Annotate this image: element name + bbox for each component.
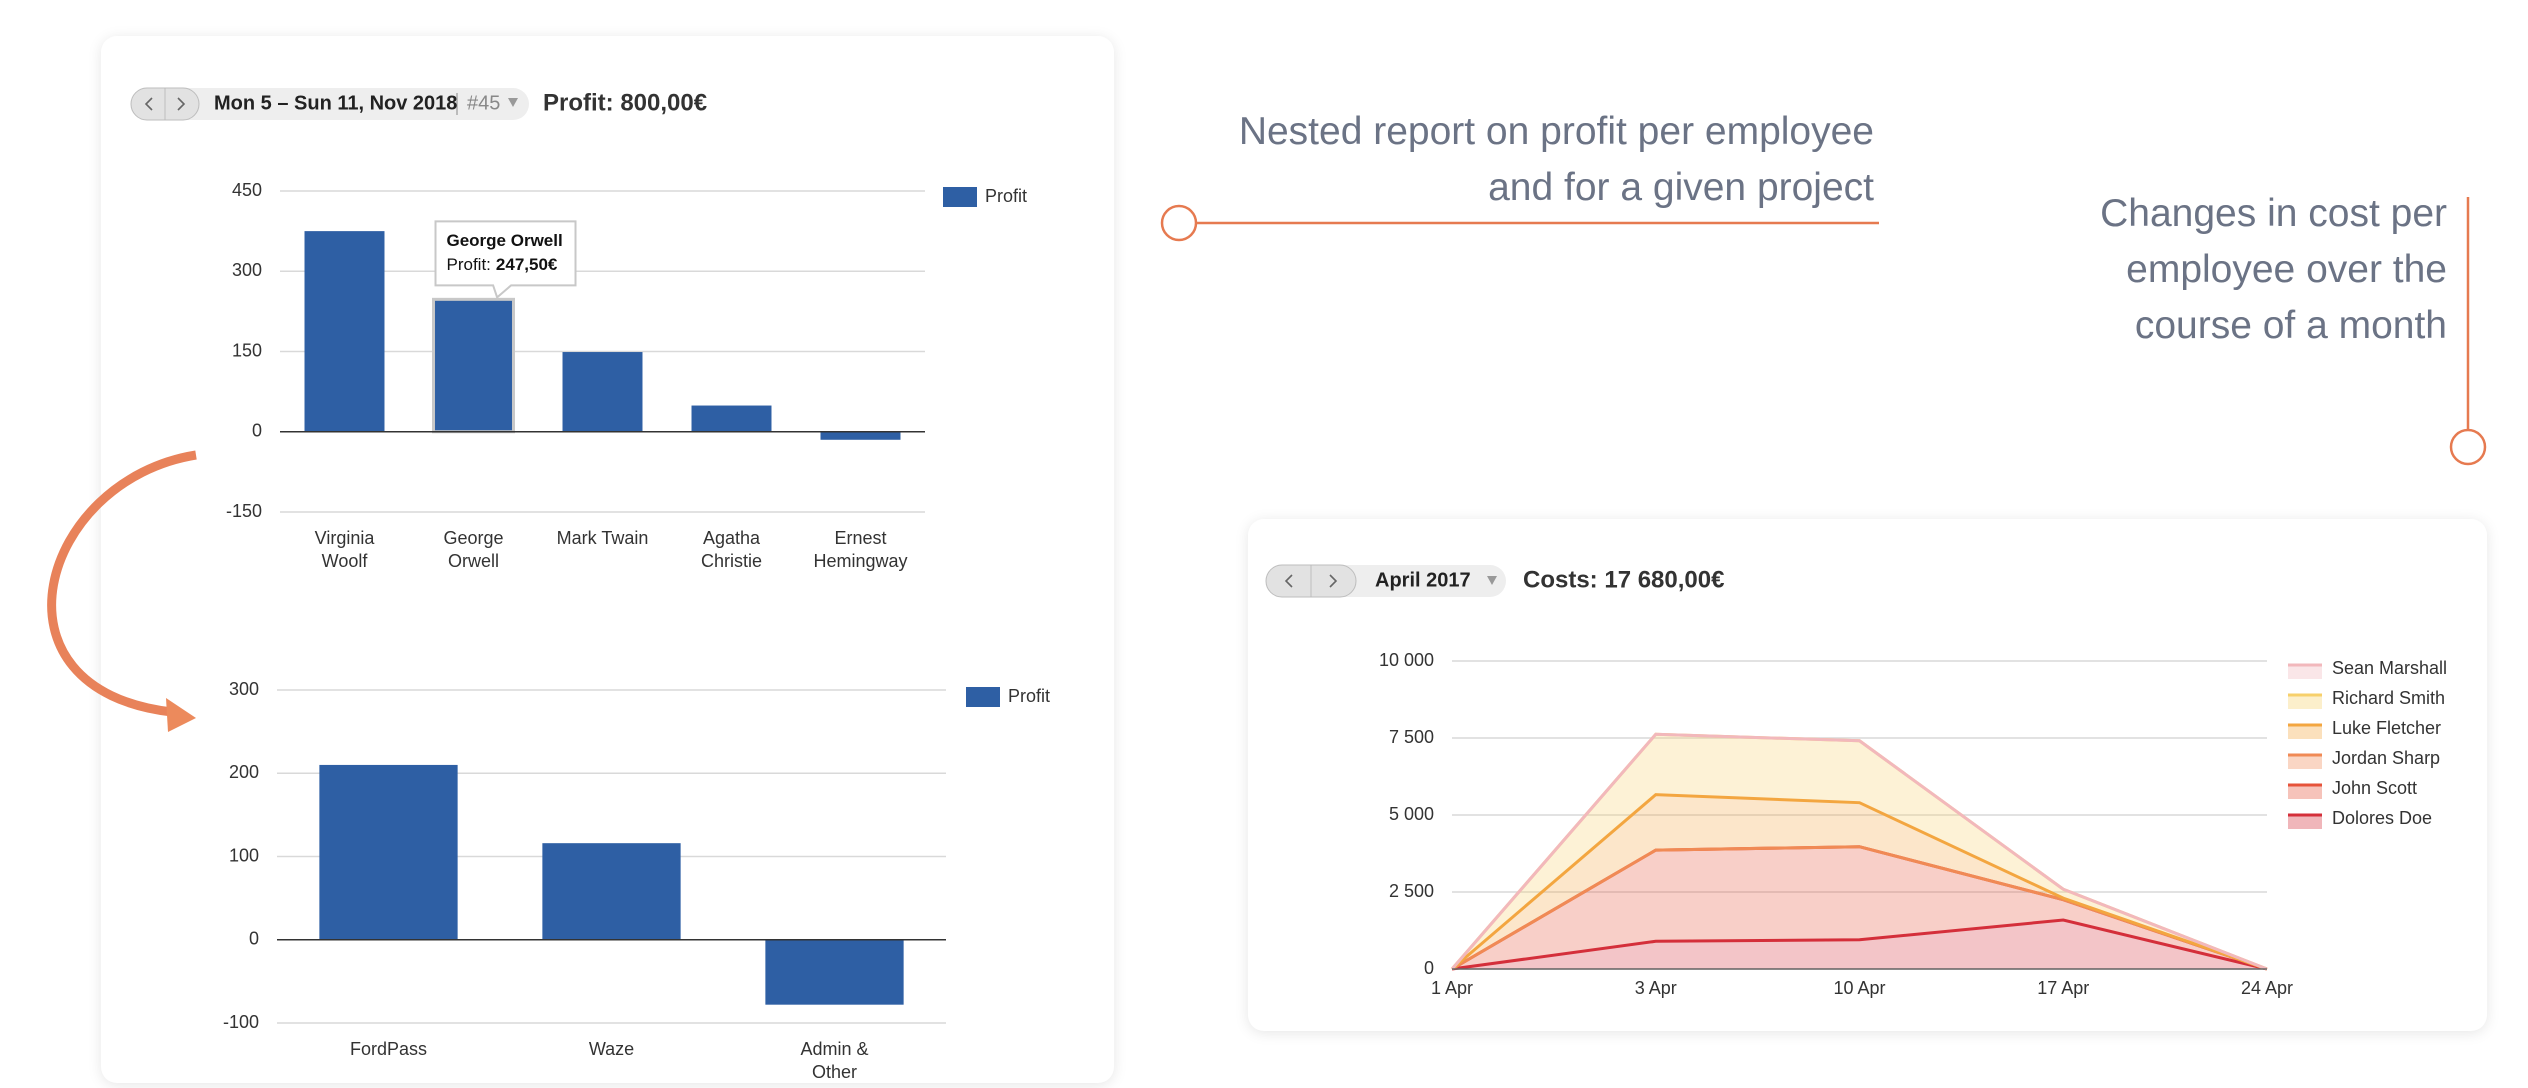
legend-swatch (943, 187, 977, 207)
x-tick-label: Mark Twain (556, 528, 649, 548)
tooltip-value: 247,50€ (496, 255, 558, 274)
area-fill (1452, 734, 2267, 969)
legend-label: Profit (1008, 686, 1050, 706)
legend-label: Dolores Doe (2332, 808, 2432, 828)
series-line (1450, 732, 2268, 971)
bar (765, 939, 904, 1005)
legend-swatch (2288, 665, 2322, 679)
area-fill (1452, 846, 2267, 969)
legend-swatch (2288, 725, 2322, 739)
summary-label: Costs: 17 680,00€ (1523, 566, 1724, 593)
annotation-line: employee over the (2126, 248, 2447, 291)
x-tick-label: 1 Apr (1431, 978, 1473, 998)
week-label: #45 (467, 92, 500, 114)
tooltip-title: George Orwell (447, 231, 563, 250)
legend-label: Jordan Sharp (2332, 748, 2440, 768)
connector-dot (2449, 428, 2487, 466)
period-bar (131, 88, 529, 120)
y-tick-label: 2 500 (1389, 881, 1434, 901)
dropdown-icon[interactable] (508, 98, 518, 107)
cost-card (1248, 519, 2487, 1031)
x-tick-label: 10 Apr (1833, 978, 1885, 998)
tooltip-label: Profit: (447, 255, 491, 274)
x-tick-label: Waze (588, 1039, 635, 1059)
next-icon[interactable] (1329, 574, 1338, 588)
x-tick-label: 17 Apr (2037, 978, 2089, 998)
y-tick-label: 5 000 (1389, 804, 1434, 824)
period-label: Mon 5 – Sun 11, Nov 2018 (214, 92, 457, 114)
y-tick-label: 150 (232, 340, 262, 360)
y-tick-label: 300 (232, 260, 262, 280)
y-tick-label: 200 (229, 762, 259, 782)
bar (542, 843, 681, 940)
y-tick-label: 100 (229, 845, 259, 865)
x-tick-label: FordPass (349, 1039, 428, 1059)
prev-icon[interactable] (1284, 574, 1293, 588)
dropdown-icon[interactable] (1487, 576, 1497, 585)
x-tick-label: Ernest Hemingway (813, 528, 908, 571)
annotation-line: course of a month (2134, 304, 2447, 347)
annotation-line: Changes in cost per (2100, 192, 2447, 235)
x-tick-label: Agatha Christie (700, 528, 762, 571)
annotation: Changes in cost per employee over the co… (2100, 186, 2447, 354)
bar (304, 231, 385, 432)
legend-swatch (966, 687, 1000, 707)
curved-arrow (47, 450, 197, 717)
area-fill (1452, 920, 2267, 969)
y-tick-label: 0 (1424, 958, 1434, 978)
bar (820, 431, 901, 440)
connector-dot (1160, 204, 1198, 242)
legend-label: Luke Fletcher (2332, 718, 2441, 738)
annotation-line: Nested report on profit per employee (1238, 110, 1874, 153)
tooltip-box (434, 220, 577, 300)
x-tick-label: Virginia Woolf (314, 528, 375, 571)
x-tick-label: Admin & Other (800, 1039, 869, 1082)
x-tick-label: 3 Apr (1635, 978, 1677, 998)
x-tick-label: 24 Apr (2241, 978, 2293, 998)
legend-label: John Scott (2332, 778, 2417, 798)
summary-label: Profit: 800,00€ (543, 89, 707, 116)
legend-swatch (2288, 755, 2322, 769)
bar (319, 764, 458, 940)
y-tick-label: 10 000 (1379, 650, 1434, 670)
legend-label: Richard Smith (2332, 688, 2445, 708)
period-label: April 2017 (1375, 569, 1471, 591)
annotation: Nested report on profit per employee and… (1239, 104, 1874, 216)
legend-swatch (2288, 695, 2322, 709)
y-tick-label: -150 (226, 501, 262, 521)
arrow-head (166, 698, 196, 732)
y-tick-label: 300 (229, 679, 259, 699)
bar (562, 352, 643, 432)
y-tick-label: 0 (249, 929, 259, 949)
legend-swatch (2288, 785, 2322, 799)
y-tick-label: 450 (232, 180, 262, 200)
series-line (1451, 918, 2268, 971)
prev-icon[interactable] (144, 97, 153, 111)
legend-swatch (2288, 815, 2322, 829)
legend-label: Profit (985, 186, 1027, 206)
area-fill (1452, 794, 2267, 969)
x-tick-label: George Orwell (443, 528, 504, 571)
y-tick-label: -100 (223, 1012, 259, 1032)
bar (432, 297, 515, 434)
y-tick-label: 7 500 (1389, 727, 1434, 747)
next-icon[interactable] (177, 97, 186, 111)
annotation-line: and for a given project (1488, 166, 1874, 209)
y-tick-label: 0 (252, 421, 262, 441)
series-line (1451, 793, 2268, 971)
legend-label: Sean Marshall (2332, 658, 2447, 678)
bar (691, 405, 772, 432)
